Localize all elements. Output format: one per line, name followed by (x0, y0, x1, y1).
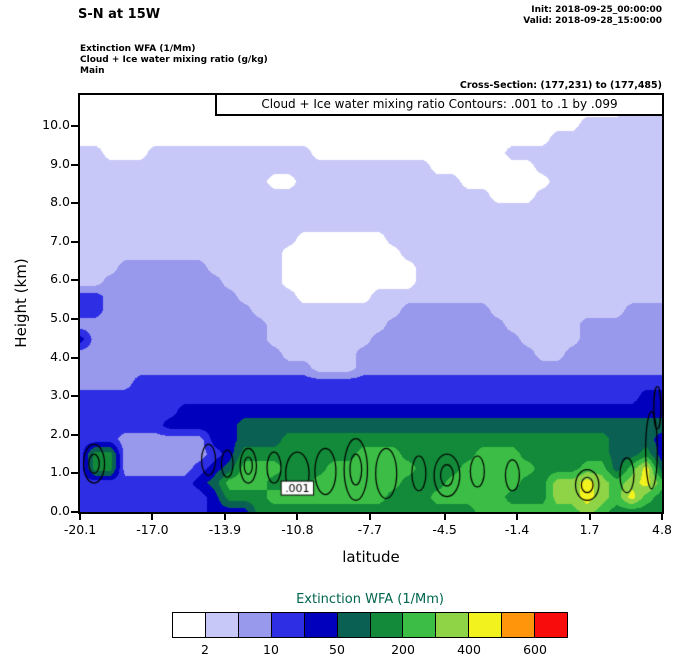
y-tick-mark (71, 163, 78, 166)
x-tick-label: -1.4 (504, 522, 530, 537)
y-tick-mark (71, 472, 78, 475)
x-tick-label: -20.1 (63, 522, 97, 537)
x-axis-title: latitude (342, 548, 400, 566)
colorbar-cell (237, 612, 272, 638)
colorbar-tick-label: 200 (391, 642, 415, 657)
field-line-domain: Main (80, 66, 105, 76)
cross-section-label: Cross-Section: (177,231) to (177,485) (459, 80, 662, 91)
colorbar-tick-label: 400 (457, 642, 481, 657)
colorbar (172, 612, 569, 638)
y-tick-label: 4.0 (50, 348, 70, 364)
colorbar-title: Extinction WFA (1/Mm) (296, 592, 444, 607)
y-tick-mark (71, 511, 78, 513)
x-tick-mark (79, 514, 81, 520)
x-tick-label: -17.0 (136, 522, 169, 537)
y-tick-label: 10.0 (42, 116, 70, 132)
y-tick-mark (71, 317, 78, 320)
colorbar-cell (172, 612, 206, 638)
init-time: Init: 2018-09-25_00:00:00 (531, 5, 662, 15)
y-tick-label: 8.0 (50, 194, 70, 210)
x-tick-label: 4.8 (652, 522, 672, 537)
x-tick-mark (296, 514, 299, 520)
y-tick-label: 0.0 (50, 503, 70, 518)
field-description-block: Extinction WFA (1/Mm) Cloud + Ice water … (80, 44, 268, 77)
y-tick-mark (71, 124, 78, 127)
y-tick-mark (71, 202, 78, 205)
x-tick-label: 1.7 (579, 522, 600, 537)
x-tick-label: -7.7 (357, 522, 383, 537)
y-tick-label: 1.0 (50, 464, 70, 480)
x-tick-mark (368, 514, 371, 520)
y-tick-label: 9.0 (50, 155, 70, 171)
colorbar-tick-label: 2 (201, 642, 209, 657)
plot-area: Cloud + Ice water mixing ratio Contours:… (78, 93, 664, 514)
y-tick-mark (71, 433, 78, 436)
colorbar-cell (270, 612, 305, 638)
y-tick-label: 2.0 (50, 425, 70, 441)
x-tick-mark (151, 514, 154, 520)
y-tick-mark (71, 240, 78, 243)
contour-info-box: Cloud + Ice water mixing ratio Contours:… (215, 95, 662, 116)
colorbar-cell (501, 612, 536, 638)
colorbar-cell (303, 612, 338, 638)
plot-title: S-N at 15W (78, 7, 161, 22)
contour-field-canvas (80, 95, 662, 512)
x-tick-label: -10.8 (281, 522, 314, 537)
y-tick-mark (71, 279, 78, 282)
colorbar-cell (402, 612, 437, 638)
x-tick-mark (443, 514, 446, 520)
colorbar-tick-label: 600 (523, 642, 547, 657)
colorbar-cell (468, 612, 503, 638)
x-tick-mark (516, 514, 519, 520)
x-tick-label: -4.5 (432, 522, 457, 537)
y-tick-label: 3.0 (50, 387, 70, 403)
x-tick-mark (588, 514, 591, 520)
y-tick-mark (71, 395, 78, 398)
colorbar-tick-label: 10 (263, 642, 279, 657)
y-tick-mark (71, 356, 78, 359)
y-tick-label: 7.0 (50, 232, 70, 248)
x-tick-mark (661, 514, 663, 520)
colorbar-cell (435, 612, 470, 638)
y-tick-label: 6.0 (50, 271, 70, 287)
field-line-cloud-ice: Cloud + Ice water mixing ratio (g/kg) (80, 55, 268, 65)
x-tick-mark (223, 514, 226, 520)
x-tick-label: -13.9 (208, 522, 242, 537)
init-valid-block: Init: 2018-09-25_00:00:00 Valid: 2018-09… (523, 5, 662, 27)
colorbar-tick-label: 50 (329, 642, 345, 657)
colorbar-cell (534, 612, 569, 638)
colorbar-cell (336, 612, 371, 638)
valid-time: Valid: 2018-09-28_15:00:00 (523, 16, 662, 26)
y-tick-label: 5.0 (50, 309, 70, 325)
colorbar-cell (369, 612, 404, 638)
colorbar-cell (204, 612, 239, 638)
field-line-extinction: Extinction WFA (1/Mm) (80, 44, 196, 54)
